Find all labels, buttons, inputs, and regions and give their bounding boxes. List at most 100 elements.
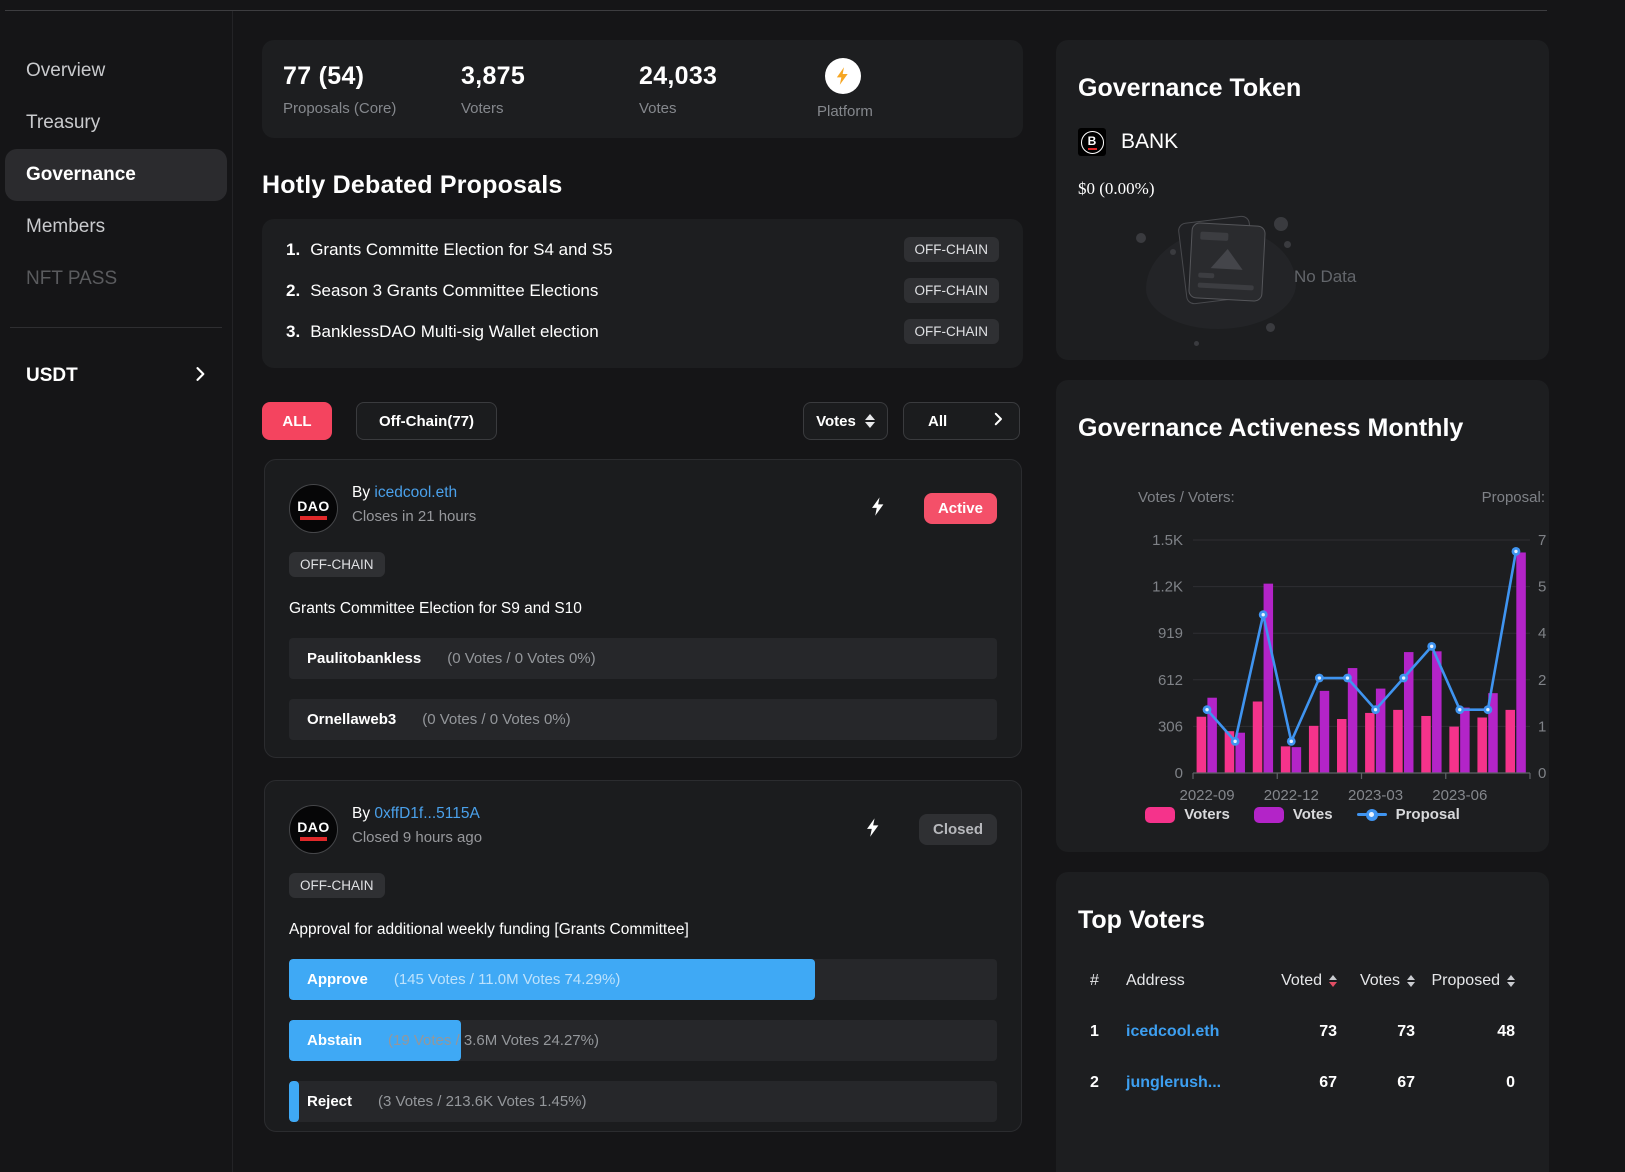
voter-address-link[interactable]: icedcool.eth [1126,1023,1219,1040]
vote-choice-row[interactable]: Approve(145 Votes / 11.0M Votes 74.29%) [289,959,997,1000]
choice-label: Ornellaweb3 [307,711,396,728]
vote-fill-bar [289,1081,299,1122]
svg-text:0: 0 [1175,765,1183,782]
sort-arrows-icon [865,414,875,428]
svg-text:Proposal:: Proposal: [1482,489,1545,506]
sidebar-item-usdt[interactable]: USDT [0,350,232,402]
stat-label: Voters [461,100,639,117]
stats-card: 77 (54) Proposals (Core)3,875Voters24,033… [262,40,1023,138]
svg-text:2023-03: 2023-03 [1348,787,1403,804]
sidebar-item-overview[interactable]: Overview [0,45,232,97]
debated-title: BanklessDAO Multi-sig Wallet election [310,322,903,342]
author-link[interactable]: icedcool.eth [374,484,457,501]
chevron-right-icon [989,410,1007,432]
author-link[interactable]: 0xffD1f...5115A [374,805,479,822]
proposal-card: DAOBy 0xffD1f...5115AClosed 9 hours agoC… [264,780,1022,1132]
debated-proposal-row[interactable]: 2.Season 3 Grants Committee ElectionsOFF… [286,270,999,311]
proposal-author-line: By icedcool.eth [352,484,868,502]
voter-voted: 73 [1259,1023,1337,1041]
legend-swatch [1254,807,1284,823]
offchain-badge: OFF-CHAIN [904,278,1000,303]
governance-token-title: Governance Token [1078,74,1527,103]
col-rank-header: # [1090,972,1126,990]
choice-label: Approve [307,971,368,988]
debated-proposal-row[interactable]: 3.BanklessDAO Multi-sig Wallet electionO… [286,311,999,352]
svg-text:4: 4 [1538,625,1546,642]
choice-label: Reject [307,1093,352,1110]
sidebar-item-nft-pass[interactable]: NFT PASS [0,253,232,305]
governance-token-card: Governance Token B BANK $0 (0.00%) No Da… [1056,40,1549,360]
top-voters-card: Top Voters #AddressVotedVotesProposed1ic… [1056,872,1549,1172]
scope-all-dropdown[interactable]: All [903,402,1020,440]
sidebar-item-governance[interactable]: Governance [5,149,227,201]
vote-choice-row[interactable]: Ornellaweb3 (0 Votes / 0 Votes 0%) [289,699,997,740]
svg-text:1.5K: 1.5K [1152,532,1183,549]
voter-voted: 67 [1259,1074,1337,1092]
svg-text:2: 2 [1538,672,1546,689]
chart-legend: Voters Votes Proposal [1056,806,1549,823]
filter-all-button[interactable]: ALL [262,402,332,440]
status-badge: Active [924,493,997,524]
svg-text:612: 612 [1158,672,1183,689]
vote-choice-row[interactable]: Paulitobankless(0 Votes / 0 Votes 0%) [289,638,997,679]
no-data-label: No Data [1294,267,1356,287]
proposal-time: Closes in 21 hours [352,508,868,525]
header-label: Voted [1281,972,1322,990]
stat-voters: 3,875Voters [461,62,639,117]
choice-label: Abstain [307,1032,362,1049]
choice-detail: (0 Votes / 0 Votes 0%) [422,711,570,728]
stat-value: 24,033 [639,62,817,91]
proposal-title: Approval for additional weekly funding [… [289,921,997,939]
sidebar-item-treasury[interactable]: Treasury [0,97,232,149]
voter-rank: 2 [1090,1074,1126,1092]
legend-item-voters[interactable]: Voters [1145,806,1230,823]
offchain-badge: OFF-CHAIN [904,319,1000,344]
sort-icon[interactable] [1507,975,1515,987]
by-label: By [352,484,374,501]
stat-label: Proposals (Core) [283,100,461,117]
vote-choice-row[interactable]: Abstain (19 Votes / 3.6M Votes 24.27%) [289,1020,997,1061]
proposal-author-line: By 0xffD1f...5115A [352,805,863,823]
voter-address-link[interactable]: junglerush... [1126,1074,1221,1091]
svg-text:1: 1 [1538,718,1546,735]
top-voters-table: #AddressVotedVotesProposed1icedcool.eth7… [1078,971,1527,1093]
activeness-chart: Votes / Voters:Proposal:1.5K71.2K5919461… [1056,470,1549,806]
voter-address: junglerush... [1126,1074,1259,1092]
legend-item-proposal[interactable]: Proposal [1357,806,1460,823]
choice-detail: (19 Votes / 3.6M Votes 24.27%) [388,1032,599,1049]
offchain-tag: OFF-CHAIN [289,873,385,898]
status-badge: Closed [919,814,997,845]
dao-logo-icon: DAO [289,484,338,533]
header-label: Proposed [1432,972,1501,990]
chart-title: Governance Activeness Monthly [1078,414,1463,443]
token-symbol: BANK [1121,130,1178,154]
svg-text:0: 0 [1538,765,1546,782]
sort-icon[interactable] [1329,975,1337,987]
sidebar-item-label: Members [26,216,105,238]
top-voter-row: 2junglerush...67670 [1078,1073,1527,1093]
debated-proposal-row[interactable]: 1.Grants Committe Election for S4 and S5… [286,229,999,270]
debated-rank: 1. [286,240,300,260]
header-label: Votes [1360,972,1400,990]
usdt-label: USDT [26,365,78,387]
dao-logo-icon: DAO [289,805,338,854]
by-label: By [352,805,374,822]
legend-item-votes[interactable]: Votes [1254,806,1333,823]
svg-text:306: 306 [1158,718,1183,735]
stat-value: 77 (54) [283,62,461,91]
voter-proposed: 48 [1415,1023,1515,1041]
svg-text:1.2K: 1.2K [1152,579,1183,596]
top-voters-header-row: #AddressVotedVotesProposed [1078,971,1527,991]
filter-offchain-button[interactable]: Off-Chain(77) [356,402,497,440]
proposal-card: DAO By icedcool.eth Closes in 21 hours Acti… [264,459,1022,758]
sort-votes-dropdown[interactable]: Votes [803,402,888,440]
legend-swatch [1145,807,1175,823]
debated-title: Season 3 Grants Committee Elections [310,281,903,301]
vote-choice-row[interactable]: Reject(3 Votes / 213.6K Votes 1.45%) [289,1081,997,1122]
sidebar-item-members[interactable]: Members [0,201,232,253]
sort-icon[interactable] [1407,975,1415,987]
hotly-debated-title: Hotly Debated Proposals [262,171,563,200]
sidebar-item-label: Treasury [26,112,100,134]
lightning-icon [863,817,884,843]
proposal-header: DAO By icedcool.eth Closes in 21 hours Acti… [289,484,997,533]
